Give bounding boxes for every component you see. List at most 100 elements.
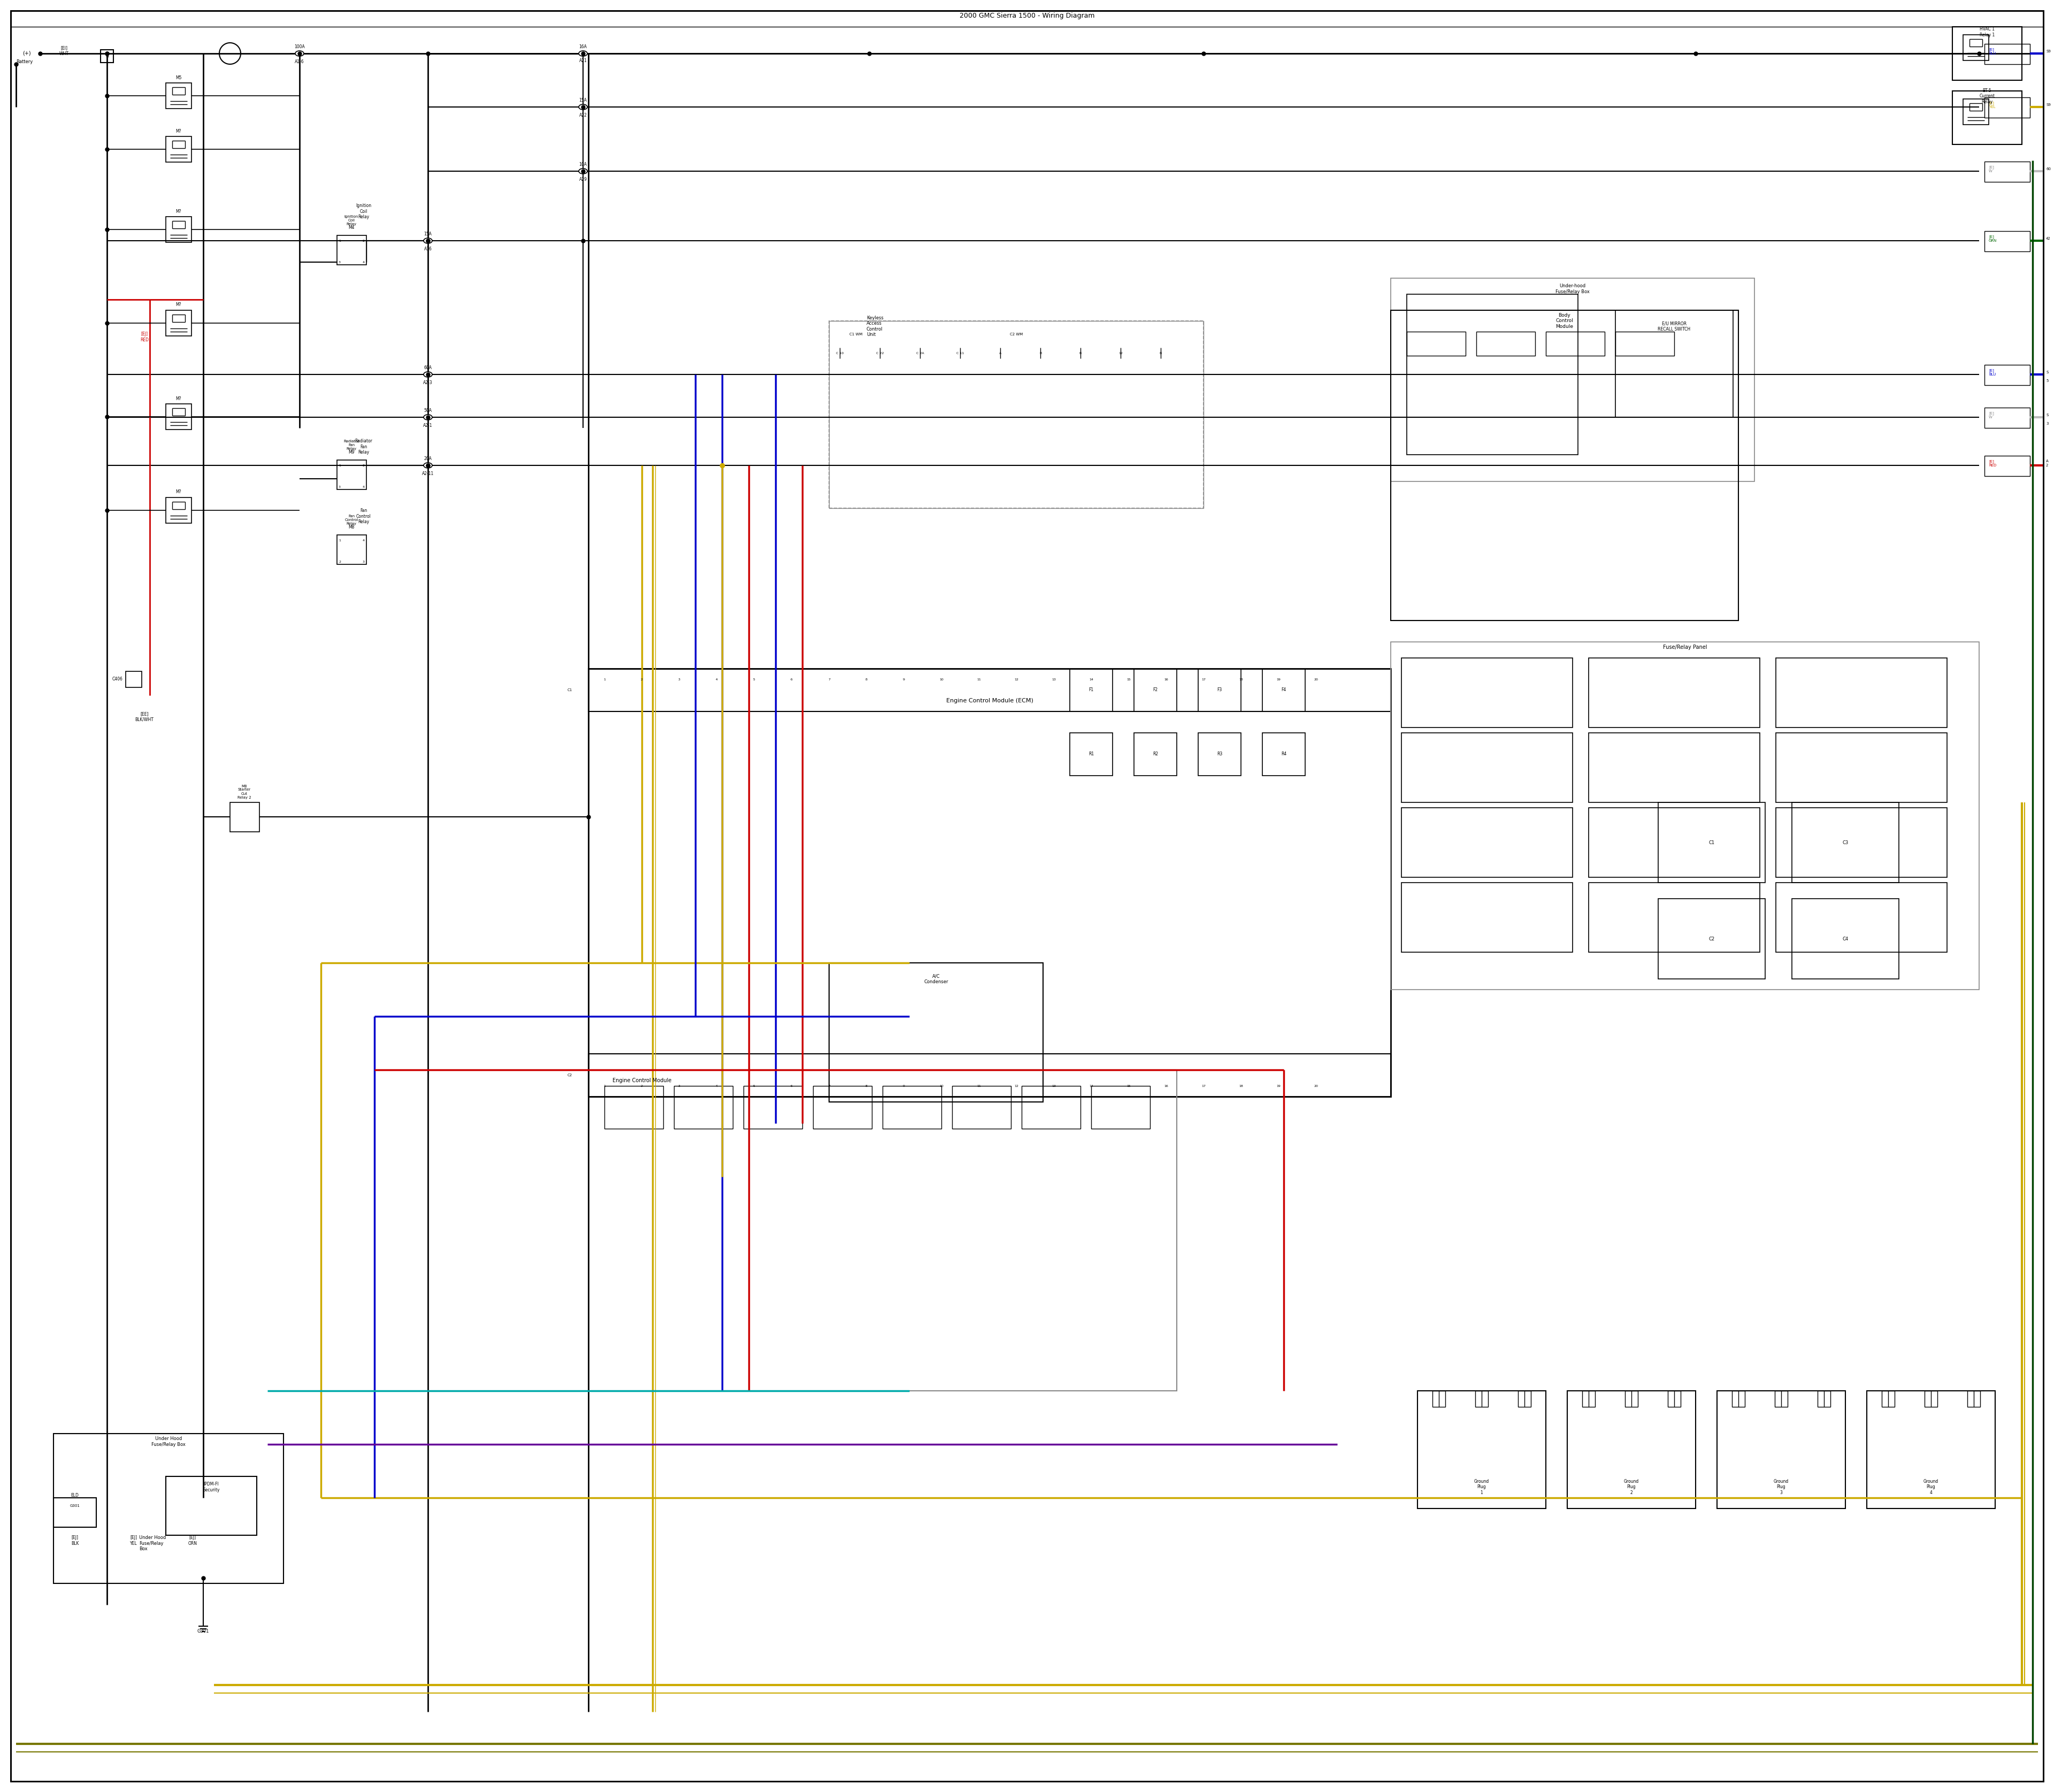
Text: 50A: 50A bbox=[423, 409, 431, 412]
Bar bbox=[830, 321, 1204, 509]
Text: 1: 1 bbox=[339, 539, 341, 541]
Bar bbox=[1925, 1391, 1937, 1407]
Text: F4: F4 bbox=[1282, 688, 1286, 692]
Bar bbox=[1881, 1391, 1894, 1407]
Bar bbox=[883, 1086, 941, 1129]
Bar bbox=[166, 310, 191, 335]
Text: C 22: C 22 bbox=[877, 351, 883, 355]
Text: 8: 8 bbox=[865, 677, 867, 681]
Bar bbox=[1391, 278, 1754, 482]
Text: E/U MIRROR
RECALL SWITCH: E/U MIRROR RECALL SWITCH bbox=[1658, 321, 1690, 332]
Text: 4: 4 bbox=[364, 539, 366, 541]
Text: C2: C2 bbox=[567, 1073, 573, 1077]
Bar bbox=[604, 1086, 663, 1129]
Text: [EE]
BLK/WHT: [EE] BLK/WHT bbox=[136, 711, 154, 722]
Text: C1: C1 bbox=[1709, 840, 1715, 844]
Text: Ground
Plug
3: Ground Plug 3 bbox=[1775, 1478, 1789, 1495]
Text: 3: 3 bbox=[364, 561, 366, 563]
Text: 5: 5 bbox=[754, 1084, 756, 1088]
Bar bbox=[1867, 1391, 1994, 1509]
Text: 11: 11 bbox=[978, 1084, 982, 1088]
Text: A1-6: A1-6 bbox=[296, 59, 304, 65]
Text: 3: 3 bbox=[678, 1084, 680, 1088]
Bar bbox=[1401, 733, 1573, 803]
Text: A21: A21 bbox=[579, 57, 587, 63]
Text: 4: 4 bbox=[715, 1084, 717, 1088]
Text: M?: M? bbox=[177, 396, 181, 401]
Bar bbox=[1791, 898, 1898, 978]
Text: Ground
Plug
1: Ground Plug 1 bbox=[1475, 1478, 1489, 1495]
Text: 4: 4 bbox=[364, 262, 366, 263]
Text: G301: G301 bbox=[197, 1629, 210, 1634]
Text: G301: G301 bbox=[70, 1503, 80, 1507]
Text: 4: 4 bbox=[364, 486, 366, 487]
Text: 13: 13 bbox=[1052, 1084, 1056, 1088]
Bar bbox=[166, 498, 191, 523]
Bar bbox=[1134, 733, 1177, 776]
Ellipse shape bbox=[579, 168, 587, 174]
Bar bbox=[53, 1498, 97, 1527]
Bar bbox=[1401, 808, 1573, 878]
Bar bbox=[1588, 883, 1760, 952]
Bar bbox=[1263, 733, 1304, 776]
Bar bbox=[1407, 294, 1577, 455]
Bar bbox=[1070, 733, 1113, 776]
Text: 16: 16 bbox=[1165, 677, 1169, 681]
Bar bbox=[813, 1086, 871, 1129]
Text: C4: C4 bbox=[1842, 937, 1849, 941]
Text: C2 WM: C2 WM bbox=[1011, 333, 1023, 335]
Bar bbox=[1417, 1391, 1547, 1509]
Text: 20: 20 bbox=[1315, 1084, 1319, 1088]
Text: M?: M? bbox=[177, 489, 181, 495]
Text: A2-3: A2-3 bbox=[423, 380, 433, 385]
Text: 12: 12 bbox=[1119, 351, 1124, 355]
Text: 15: 15 bbox=[1126, 1084, 1130, 1088]
Bar bbox=[1658, 898, 1764, 978]
Text: 6: 6 bbox=[791, 677, 793, 681]
Text: 3: 3 bbox=[678, 677, 680, 681]
Text: 20: 20 bbox=[1315, 677, 1319, 681]
Text: A29: A29 bbox=[579, 177, 587, 181]
Text: Under Hood
Fuse/Relay
Box: Under Hood Fuse/Relay Box bbox=[140, 1536, 166, 1552]
Text: Fan
Control
Relay: Fan Control Relay bbox=[345, 514, 357, 525]
Bar bbox=[166, 217, 191, 242]
Text: 2: 2 bbox=[364, 464, 366, 466]
Text: 1: 1 bbox=[14, 63, 16, 66]
Bar bbox=[1775, 1391, 1787, 1407]
Bar bbox=[1791, 803, 1898, 883]
Text: Ground
Plug
2: Ground Plug 2 bbox=[1625, 1478, 1639, 1495]
Bar bbox=[1668, 1391, 1680, 1407]
Text: [E]
W: [E] W bbox=[1988, 165, 1994, 172]
Bar bbox=[1777, 733, 1947, 803]
Bar bbox=[1263, 668, 1304, 711]
Bar bbox=[1984, 97, 2029, 118]
Text: ELD: ELD bbox=[72, 1493, 78, 1498]
Text: C406: C406 bbox=[113, 677, 123, 681]
Bar bbox=[337, 536, 366, 564]
Bar bbox=[1547, 332, 1604, 357]
Text: 2000 GMC Sierra 1500 - Wiring Diagram: 2000 GMC Sierra 1500 - Wiring Diagram bbox=[959, 13, 1095, 20]
Text: 1: 1 bbox=[339, 240, 341, 242]
Ellipse shape bbox=[579, 50, 587, 56]
Text: 19: 19 bbox=[1276, 1084, 1280, 1088]
Text: Radiator
Fan
Relay: Radiator Fan Relay bbox=[343, 439, 359, 450]
Text: [E]
GRN: [E] GRN bbox=[1988, 235, 1996, 242]
Text: 1: 1 bbox=[604, 677, 606, 681]
Text: 15A: 15A bbox=[579, 97, 587, 102]
Text: S9: S9 bbox=[2046, 50, 2050, 54]
Text: R3: R3 bbox=[1216, 753, 1222, 756]
Text: 12: 12 bbox=[1015, 1084, 1019, 1088]
Bar bbox=[1070, 668, 1113, 711]
Text: 14: 14 bbox=[1089, 677, 1093, 681]
Text: Ground
Plug
4: Ground Plug 4 bbox=[1923, 1478, 1939, 1495]
Text: 4: 4 bbox=[715, 677, 717, 681]
Text: 7: 7 bbox=[828, 677, 830, 681]
Bar bbox=[1964, 34, 1988, 61]
Text: M8
Starter
Cut
Relay 2: M8 Starter Cut Relay 2 bbox=[238, 785, 251, 799]
Bar bbox=[1407, 332, 1467, 357]
Bar bbox=[587, 1054, 1391, 1097]
Text: M9: M9 bbox=[349, 450, 355, 455]
Text: Keyless
Access
Control
Unit: Keyless Access Control Unit bbox=[867, 315, 883, 337]
Text: B: B bbox=[1078, 351, 1082, 355]
Text: Ignition
Coil
Relay: Ignition Coil Relay bbox=[345, 215, 359, 226]
